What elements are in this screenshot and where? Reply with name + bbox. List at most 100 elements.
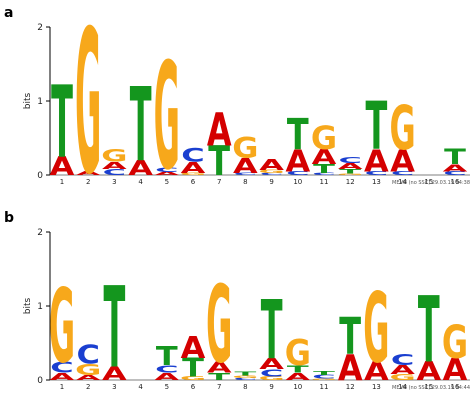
x-tick-label: 7 (217, 178, 221, 186)
x-tick-label: 12 (346, 178, 355, 186)
letter: A (50, 151, 75, 181)
letter: G (49, 267, 75, 386)
letter: T (287, 363, 310, 375)
letter: G (101, 146, 127, 166)
x-tick-label: 8 (243, 178, 247, 186)
x-tick-label: 13 (372, 383, 381, 391)
x-tick-label: 15 (424, 383, 433, 391)
letter: T (208, 137, 230, 185)
letter: C (234, 172, 257, 175)
letter: G (75, 361, 101, 379)
footer: MEME (no SSC) 29.03.19 14:44 (392, 385, 470, 391)
letter: A (338, 162, 363, 171)
letter: C (155, 167, 178, 174)
letter: A (233, 155, 258, 178)
x-tick-label: 4 (138, 383, 143, 391)
letter: G (180, 172, 206, 175)
y-axis-label: bits (23, 92, 33, 109)
letter: A (128, 157, 153, 180)
letter: T (366, 89, 388, 165)
letter: G (285, 333, 311, 374)
x-tick-label: 2 (86, 383, 90, 391)
letter: A (285, 371, 311, 383)
letter: C (312, 374, 335, 380)
letter: A (312, 146, 337, 169)
letter: G (258, 376, 284, 382)
letter: G (337, 173, 363, 175)
letter: C (312, 172, 335, 175)
letter: T (339, 307, 361, 366)
letter: T (130, 66, 152, 185)
letter: A (390, 144, 415, 179)
letter: T (235, 371, 257, 377)
panel-label: b (4, 210, 14, 226)
letter: A (102, 160, 128, 172)
x-tick-label: 12 (346, 383, 355, 391)
letter: C (76, 340, 99, 370)
x-tick-label: 1 (60, 383, 64, 391)
x-tick-label: 11 (320, 178, 329, 186)
letter: G (232, 375, 258, 378)
x-tick-label: 3 (112, 383, 116, 391)
letter: C (50, 359, 73, 377)
letter: A (76, 374, 101, 382)
letter: A (259, 355, 285, 373)
letter: A (102, 364, 127, 385)
letter: T (418, 279, 440, 384)
letter: T (444, 145, 466, 169)
x-tick-label: 1 (60, 178, 64, 186)
letter: C (260, 172, 283, 175)
x-tick-label: 9 (269, 383, 273, 391)
x-tick-label: 14 (398, 383, 407, 391)
letter: A (181, 159, 207, 177)
letter: A (259, 156, 285, 174)
letter: A (154, 371, 180, 383)
letter: A (443, 162, 469, 174)
x-tick-label: 7 (217, 383, 221, 391)
letter: C (234, 377, 257, 380)
x-tick-label: 5 (165, 178, 169, 186)
letter: A (364, 356, 389, 386)
letter: G (258, 169, 284, 174)
footer: MEME (no SSC) 29.03.19 14:38 (392, 180, 470, 186)
x-tick-label: 6 (191, 178, 196, 186)
y-tick-label: 1 (37, 302, 43, 312)
x-tick-label: 13 (372, 178, 381, 186)
letter: G (154, 32, 180, 203)
x-tick-label: 15 (424, 178, 433, 186)
letter: A (76, 171, 101, 177)
x-tick-label: 11 (320, 383, 329, 391)
letter: T (182, 353, 204, 383)
y-tick-label: 1 (37, 97, 43, 107)
letter: A (207, 359, 233, 377)
letter: G (442, 316, 468, 369)
letter: A (338, 347, 363, 388)
letter: G (206, 263, 232, 388)
y-axis-label: bits (23, 297, 33, 314)
letter: A (443, 353, 468, 388)
letter: C (443, 171, 466, 177)
x-tick-label: 10 (293, 178, 302, 186)
letter: C (391, 351, 414, 369)
x-tick-label: 14 (398, 178, 407, 186)
letter: T (104, 265, 126, 394)
letter: T (339, 168, 361, 175)
letter: A (416, 356, 441, 386)
x-tick-label: 8 (243, 383, 247, 391)
letter: C (286, 171, 309, 177)
letter: C (103, 168, 126, 177)
x-tick-label: 2 (86, 178, 90, 186)
x-tick-label: 5 (165, 383, 169, 391)
y-tick-label: 0 (37, 171, 43, 181)
y-tick-label: 2 (37, 228, 43, 238)
letter: G (180, 376, 206, 382)
letter: T (313, 162, 335, 176)
x-tick-label: 16 (451, 383, 460, 391)
letter: C (391, 171, 414, 177)
y-tick-label: 2 (37, 23, 43, 33)
letter: G (75, 0, 101, 219)
letter: G (389, 94, 415, 164)
x-tick-label: 16 (451, 178, 460, 186)
y-tick-label: 0 (37, 376, 43, 386)
